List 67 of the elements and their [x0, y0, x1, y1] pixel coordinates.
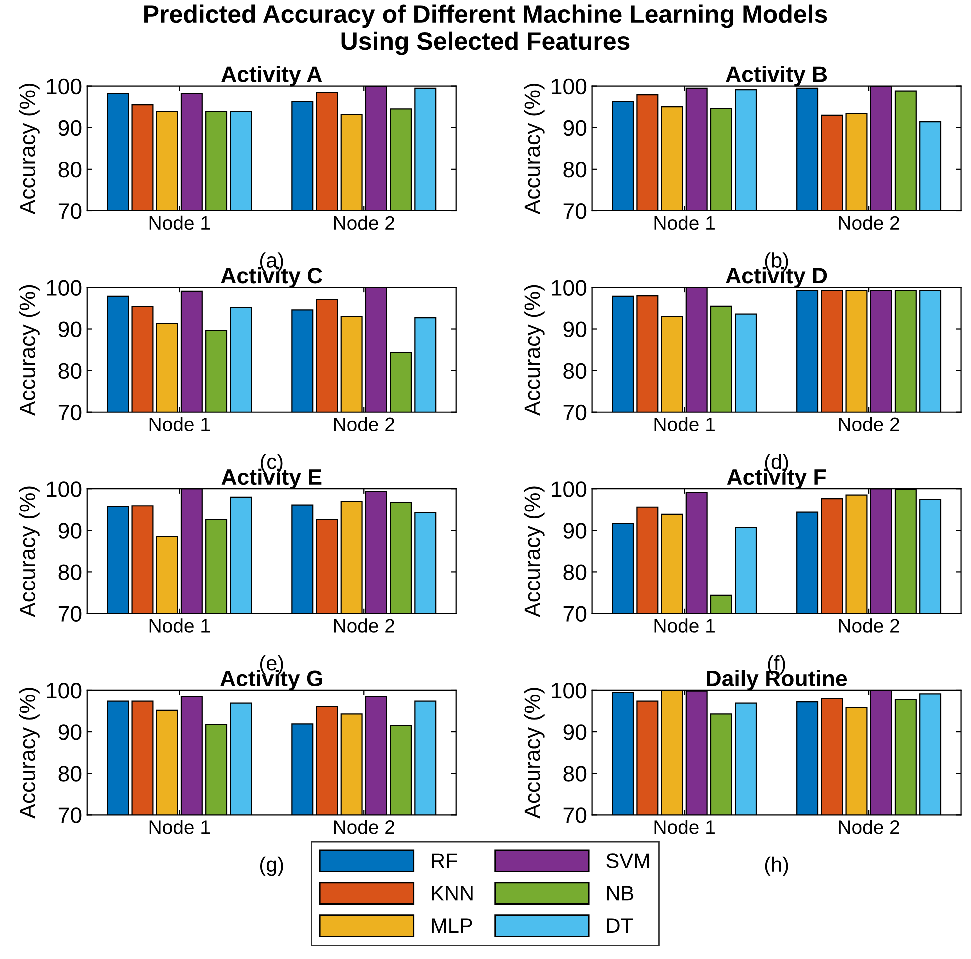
y-tick-label: 80: [564, 766, 587, 782]
y-tick-label: 80: [564, 162, 587, 178]
text: (h): [765, 856, 788, 876]
y-tick-label: 100: [552, 78, 587, 95]
y-tick-label: 70: [564, 808, 587, 824]
legend-label: RF: [432, 854, 458, 868]
x-tick-label: Node 1: [150, 618, 210, 633]
y-tick-label: 80: [58, 363, 82, 380]
y-tick-label: 100: [47, 78, 82, 95]
y-tick-label: 80: [564, 363, 587, 380]
y-tick-label: 70: [58, 404, 82, 421]
legend-label: KNN: [432, 886, 473, 901]
y-tick-label: 70: [58, 808, 82, 824]
y-tick-label: 80: [58, 162, 82, 178]
y-axis-title: Accuracy (%): [524, 486, 545, 618]
x-tick-label: Node 1: [654, 417, 715, 432]
x-tick-label: Node 1: [150, 216, 210, 230]
x-tick-label: Node 2: [839, 618, 900, 633]
x-tick-label: Node 1: [150, 820, 210, 834]
x-tick-label: Node 2: [839, 417, 900, 432]
y-tick-label: 90: [564, 724, 587, 740]
y-tick-label: 100: [47, 482, 82, 498]
y-tick-label: 100: [47, 280, 82, 296]
text: (g): [260, 856, 284, 876]
y-tick-label: 70: [58, 204, 82, 220]
x-tick-label: Node 2: [839, 216, 900, 230]
y-axis-title: Accuracy (%): [524, 688, 545, 819]
x-tick-label: Node 1: [150, 417, 210, 432]
y-tick-label: 90: [58, 523, 82, 539]
y-tick-label: 70: [564, 404, 587, 421]
x-tick-label: Node 2: [839, 820, 900, 834]
y-tick-label: 70: [564, 204, 587, 220]
legend-label: MLP: [432, 918, 472, 934]
x-tick-label: Node 2: [334, 820, 394, 834]
y-tick-label: 90: [58, 322, 82, 338]
text: Predicted Accuracy of Different Machine Learning Models Using Selected Features: [144, 4, 828, 56]
y-tick-label: 100: [552, 683, 587, 699]
y-axis-title: Accuracy (%): [19, 688, 40, 819]
y-axis-title: Accuracy (%): [19, 486, 40, 618]
y-tick-label: 100: [47, 683, 82, 699]
y-axis-title: Accuracy (%): [524, 84, 545, 215]
legend-label: SVM: [606, 854, 650, 868]
y-tick-label: 90: [58, 120, 82, 136]
y-axis-title: Accuracy (%): [524, 285, 545, 416]
y-tick-label: 70: [58, 606, 82, 622]
y-tick-label: 80: [58, 766, 82, 782]
y-tick-label: 80: [564, 564, 587, 580]
y-tick-label: 90: [564, 120, 587, 136]
y-tick-label: 80: [58, 564, 82, 580]
x-tick-label: Node 2: [334, 417, 394, 432]
x-tick-label: Node 2: [334, 216, 394, 230]
y-tick-label: 100: [552, 280, 587, 296]
x-tick-label: Node 1: [654, 618, 715, 633]
y-axis-title: Accuracy (%): [19, 285, 40, 416]
chart-title: Activity A: [222, 66, 322, 87]
y-tick-label: 70: [564, 606, 587, 622]
y-tick-label: 90: [564, 523, 587, 539]
y-tick-label: 90: [564, 322, 587, 338]
chart-title: Activity B: [726, 66, 828, 87]
legend-label: DT: [607, 918, 634, 934]
x-tick-label: Node 2: [334, 618, 394, 633]
legend-label: NB: [607, 886, 634, 901]
x-tick-label: Node 1: [654, 216, 715, 230]
y-tick-label: 90: [58, 724, 82, 740]
y-tick-label: 100: [552, 482, 587, 498]
y-axis-title: Accuracy (%): [19, 84, 40, 215]
x-tick-label: Node 1: [654, 820, 715, 834]
